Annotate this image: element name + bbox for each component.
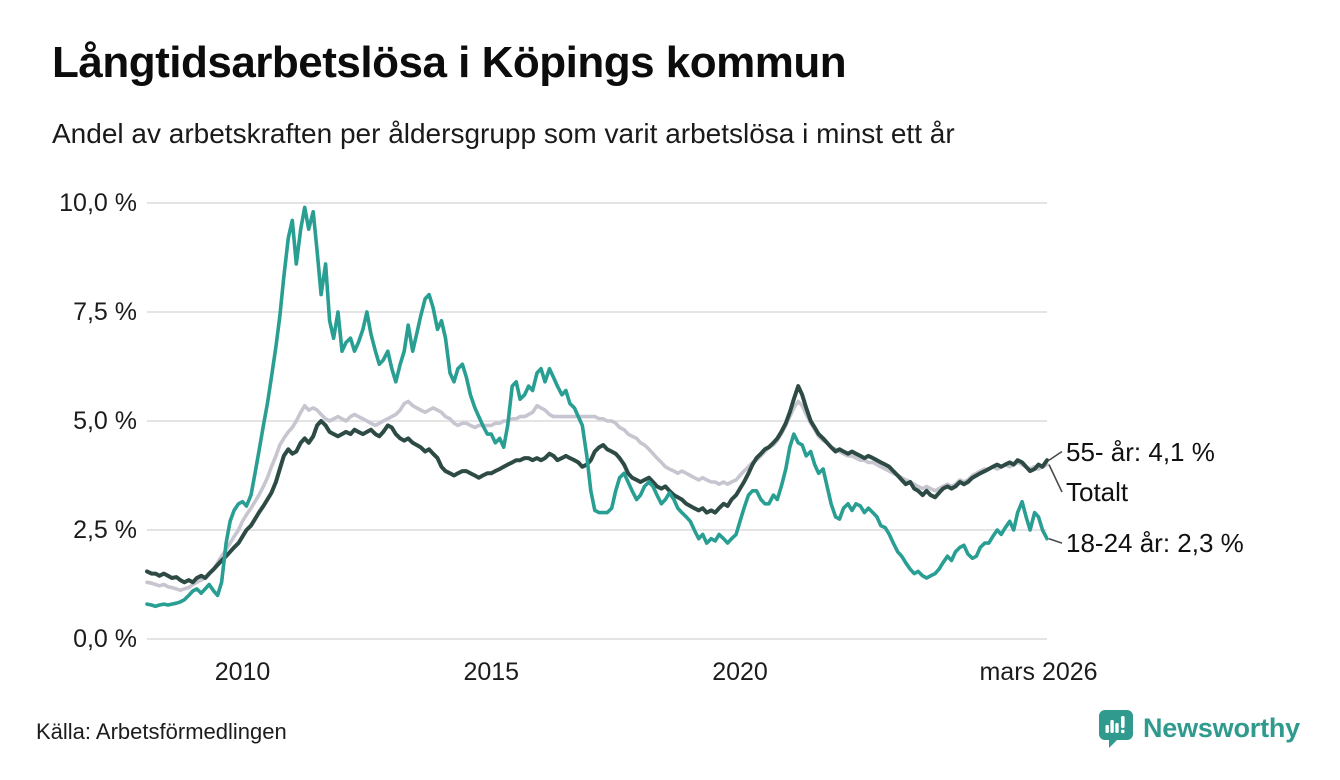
series-line-55-ar <box>145 384 1049 585</box>
y-axis-tick-label: 10,0 % <box>59 189 137 217</box>
series-end-label-55-ar: 55- år: 4,1 % <box>1066 436 1215 467</box>
annotation-connector-line <box>1048 537 1063 544</box>
x-axis-tick-label: mars 2026 <box>979 658 1098 686</box>
annotation-connector-line <box>1048 450 1063 461</box>
x-axis-tick-label: 2010 <box>214 658 271 686</box>
x-axis-tick-label: 2015 <box>463 658 520 686</box>
annotation-connector-line <box>1048 464 1063 493</box>
bar-chart-bubble-icon <box>1098 710 1133 748</box>
series-end-label-totalt: Totalt <box>1066 477 1129 508</box>
series-line-18-24-ar <box>145 205 1049 609</box>
y-axis-tick-label: 0,0 % <box>73 625 137 653</box>
series-end-label-18-24-ar: 18-24 år: 2,3 % <box>1066 528 1244 559</box>
series-line-totalt <box>145 399 1049 593</box>
newsworthy-logo: Newsworthy <box>1097 708 1300 748</box>
y-axis-tick-label: 7,5 % <box>73 298 137 326</box>
x-axis-tick-label: 2020 <box>712 658 768 686</box>
newsworthy-wordmark: Newsworthy <box>1142 712 1300 743</box>
y-axis-tick-label: 5,0 % <box>73 407 137 435</box>
page-title: Långtidsarbetslösa i Köpings kommun <box>52 38 847 87</box>
y-axis-tick-label: 2,5 % <box>73 516 137 544</box>
source-note: Källa: Arbetsförmedlingen <box>36 719 287 744</box>
page-subtitle: Andel av arbetskraften per åldersgrupp s… <box>52 118 955 149</box>
